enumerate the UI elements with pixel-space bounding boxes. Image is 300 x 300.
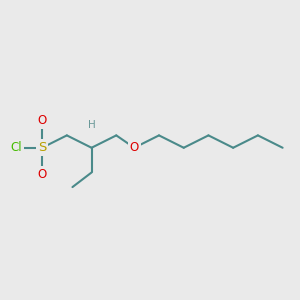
Text: Cl: Cl <box>10 141 22 154</box>
Text: H: H <box>88 120 95 130</box>
Text: O: O <box>38 114 47 127</box>
Text: O: O <box>130 141 139 154</box>
Text: O: O <box>38 168 47 181</box>
Text: S: S <box>38 141 46 154</box>
